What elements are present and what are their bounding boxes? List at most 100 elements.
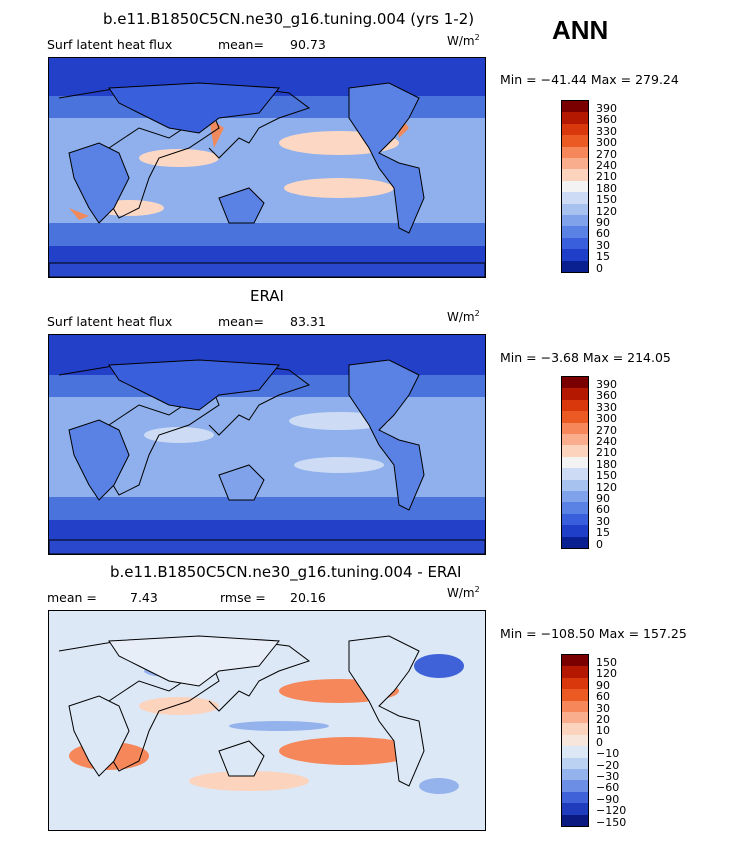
colorbar-tick-label: 210 <box>596 446 617 460</box>
colorbar-swatch <box>562 525 588 537</box>
colorbar-tick-label: 180 <box>596 457 617 471</box>
colorbar-swatch <box>562 249 588 261</box>
colorbar-swatch <box>562 422 588 434</box>
panel-title: ERAI <box>250 287 284 305</box>
map-svg <box>49 611 485 830</box>
colorbar-tick-label: 60 <box>596 227 610 241</box>
colorbar-swatch <box>562 180 588 193</box>
colorbar-tick-label: 60 <box>596 690 610 704</box>
colorbar-tick-label: 90 <box>596 678 610 692</box>
minmax-label: Min = −3.68 Max = 214.05 <box>500 350 671 365</box>
colorbar-tick-label: 300 <box>596 136 617 150</box>
colorbar-tick-label: −150 <box>596 815 627 829</box>
colorbar-swatch <box>562 700 588 712</box>
colorbar-tick-label: 390 <box>596 102 617 115</box>
colorbar-swatch <box>562 769 588 781</box>
colorbar-swatch <box>562 666 588 678</box>
colorbar-tick-label: 330 <box>596 124 617 138</box>
colorbar-tick-label: 15 <box>596 526 610 540</box>
colorbar-tick-label: 300 <box>596 412 617 426</box>
colorbar-swatch <box>562 237 588 250</box>
variable-label: Surf latent heat flux <box>47 314 173 329</box>
rmse-label: rmse = <box>220 590 266 605</box>
colorbar-swatch <box>562 814 588 826</box>
colorbar-tick-label: 210 <box>596 170 617 184</box>
colorbar-swatch <box>562 135 588 147</box>
colorbar-tick-label: −20 <box>596 758 620 772</box>
colorbar-swatch <box>562 203 588 215</box>
colorbar-tick-label: 360 <box>596 113 617 127</box>
map-svg <box>49 335 485 554</box>
variable-label: Surf latent heat flux <box>47 37 173 52</box>
panel-title: b.e11.B1850C5CN.ne30_g16.tuning.004 - ER… <box>110 563 462 581</box>
mean-label: mean= <box>218 37 264 52</box>
minmax-label: Min = −41.44 Max = 279.24 <box>500 72 679 87</box>
mean-value: 90.73 <box>290 37 326 52</box>
colorbar-tick-label: 150 <box>596 469 617 483</box>
season-label: ANN <box>552 15 609 45</box>
mean-value: 83.31 <box>290 314 326 329</box>
colorbar-tick-label: 120 <box>596 204 617 218</box>
colorbar-tick-label: 20 <box>596 713 610 726</box>
colorbar-tick-label: 390 <box>596 378 617 391</box>
colorbar-swatch <box>562 411 588 423</box>
colorbar-tick-label: 270 <box>596 147 617 161</box>
colorbar-tick-label: 0 <box>596 537 603 551</box>
units-label: W/m2 <box>447 33 480 48</box>
map-panel-obs <box>48 334 486 555</box>
colorbar-tick-label: 0 <box>596 735 603 749</box>
colorbar-tick-label: 15 <box>596 250 610 264</box>
colorbar <box>561 376 589 549</box>
colorbar <box>561 654 589 827</box>
colorbar-swatch <box>562 689 588 701</box>
map-panel-diff <box>48 610 486 831</box>
colorbar-swatch <box>562 388 588 400</box>
colorbar-tick-label: 180 <box>596 181 617 195</box>
units-label: W/m2 <box>447 585 480 600</box>
minmax-label: Min = −108.50 Max = 157.25 <box>500 626 687 641</box>
colorbar <box>561 100 589 273</box>
colorbar-tick-label: 120 <box>596 667 617 681</box>
colorbar-swatch <box>562 456 588 469</box>
colorbar-swatch <box>562 101 588 113</box>
colorbar-tick-label: 30 <box>596 514 610 528</box>
colorbar-tick-label: 240 <box>596 159 617 172</box>
colorbar-swatch <box>562 757 588 769</box>
colorbar-swatch <box>562 399 588 412</box>
mean-label: mean= <box>218 314 264 329</box>
colorbar-tick-label: 150 <box>596 193 617 207</box>
colorbar-swatch <box>562 169 588 181</box>
colorbar-tick-label: 60 <box>596 503 610 517</box>
colorbar-swatch <box>562 734 588 747</box>
colorbar-swatch <box>562 791 588 804</box>
colorbar-tick-label: −120 <box>596 804 627 818</box>
colorbar-swatch <box>562 123 588 136</box>
colorbar-swatch <box>562 746 588 758</box>
colorbar-tick-label: 150 <box>596 656 617 669</box>
colorbar-tick-label: −60 <box>596 781 620 795</box>
colorbar-swatch <box>562 655 588 667</box>
colorbar-tick-label: 10 <box>596 724 610 738</box>
colorbar-tick-label: 0 <box>596 261 603 275</box>
colorbar-tick-label: 30 <box>596 238 610 252</box>
colorbar-swatch <box>562 513 588 526</box>
colorbar-swatch <box>562 445 588 457</box>
colorbar-tick-label: −10 <box>596 747 620 761</box>
colorbar-tick-label: 30 <box>596 701 610 715</box>
colorbar-swatch <box>562 491 588 503</box>
colorbar-swatch <box>562 377 588 389</box>
colorbar-swatch <box>562 502 588 514</box>
map-panel-model <box>48 57 486 278</box>
colorbar-swatch <box>562 479 588 491</box>
colorbar-swatch <box>562 723 588 735</box>
colorbar-swatch <box>562 780 588 792</box>
map-svg <box>49 58 485 277</box>
colorbar-swatch <box>562 803 588 815</box>
colorbar-tick-label: 270 <box>596 423 617 437</box>
colorbar-tick-label: 240 <box>596 435 617 448</box>
colorbar-tick-label: 90 <box>596 492 610 505</box>
colorbar-swatch <box>562 434 588 446</box>
colorbar-swatch <box>562 677 588 690</box>
colorbar-tick-label: 330 <box>596 400 617 414</box>
colorbar-swatch <box>562 536 588 548</box>
